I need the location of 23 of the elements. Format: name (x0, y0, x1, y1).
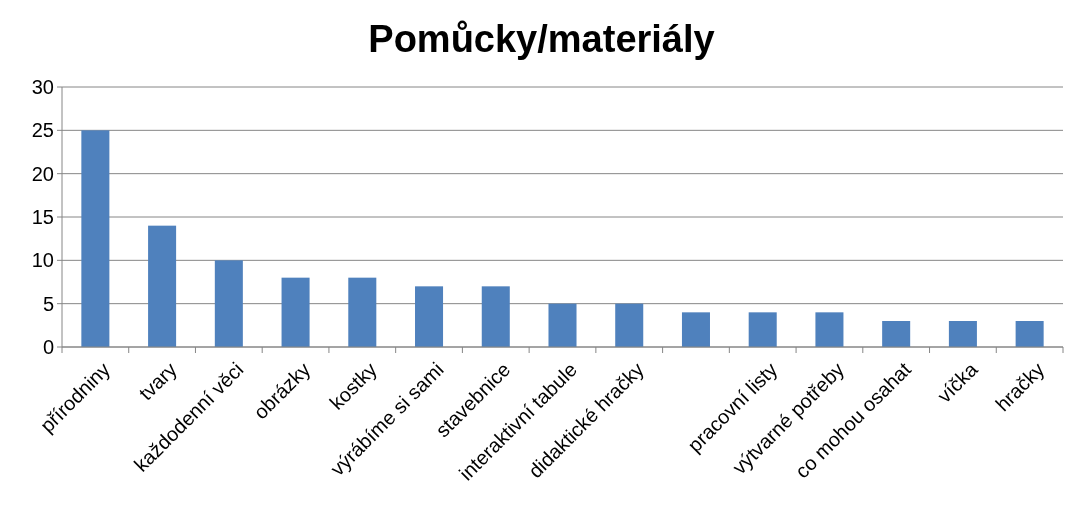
y-tick-label: 25 (31, 119, 54, 142)
y-tick-label: 20 (31, 162, 54, 185)
y-tick-label: 10 (31, 249, 54, 272)
y-tick-label: 5 (42, 292, 54, 315)
bar (415, 286, 444, 347)
bar (882, 321, 911, 347)
bar (214, 260, 243, 347)
y-tick-label: 15 (31, 206, 54, 228)
bar (81, 130, 110, 347)
bar (481, 286, 510, 347)
y-tick-label: 0 (42, 336, 54, 358)
bar (1015, 321, 1044, 347)
y-tick-label: 30 (31, 76, 54, 98)
bar (748, 312, 777, 347)
bar (548, 303, 577, 347)
bar (348, 277, 377, 347)
bar (681, 312, 710, 347)
bar (815, 312, 844, 347)
bar (615, 303, 644, 347)
bar (948, 321, 977, 347)
bar (281, 277, 310, 347)
bar (148, 225, 177, 347)
chart-title: Pomůcky/materiály (368, 18, 715, 60)
